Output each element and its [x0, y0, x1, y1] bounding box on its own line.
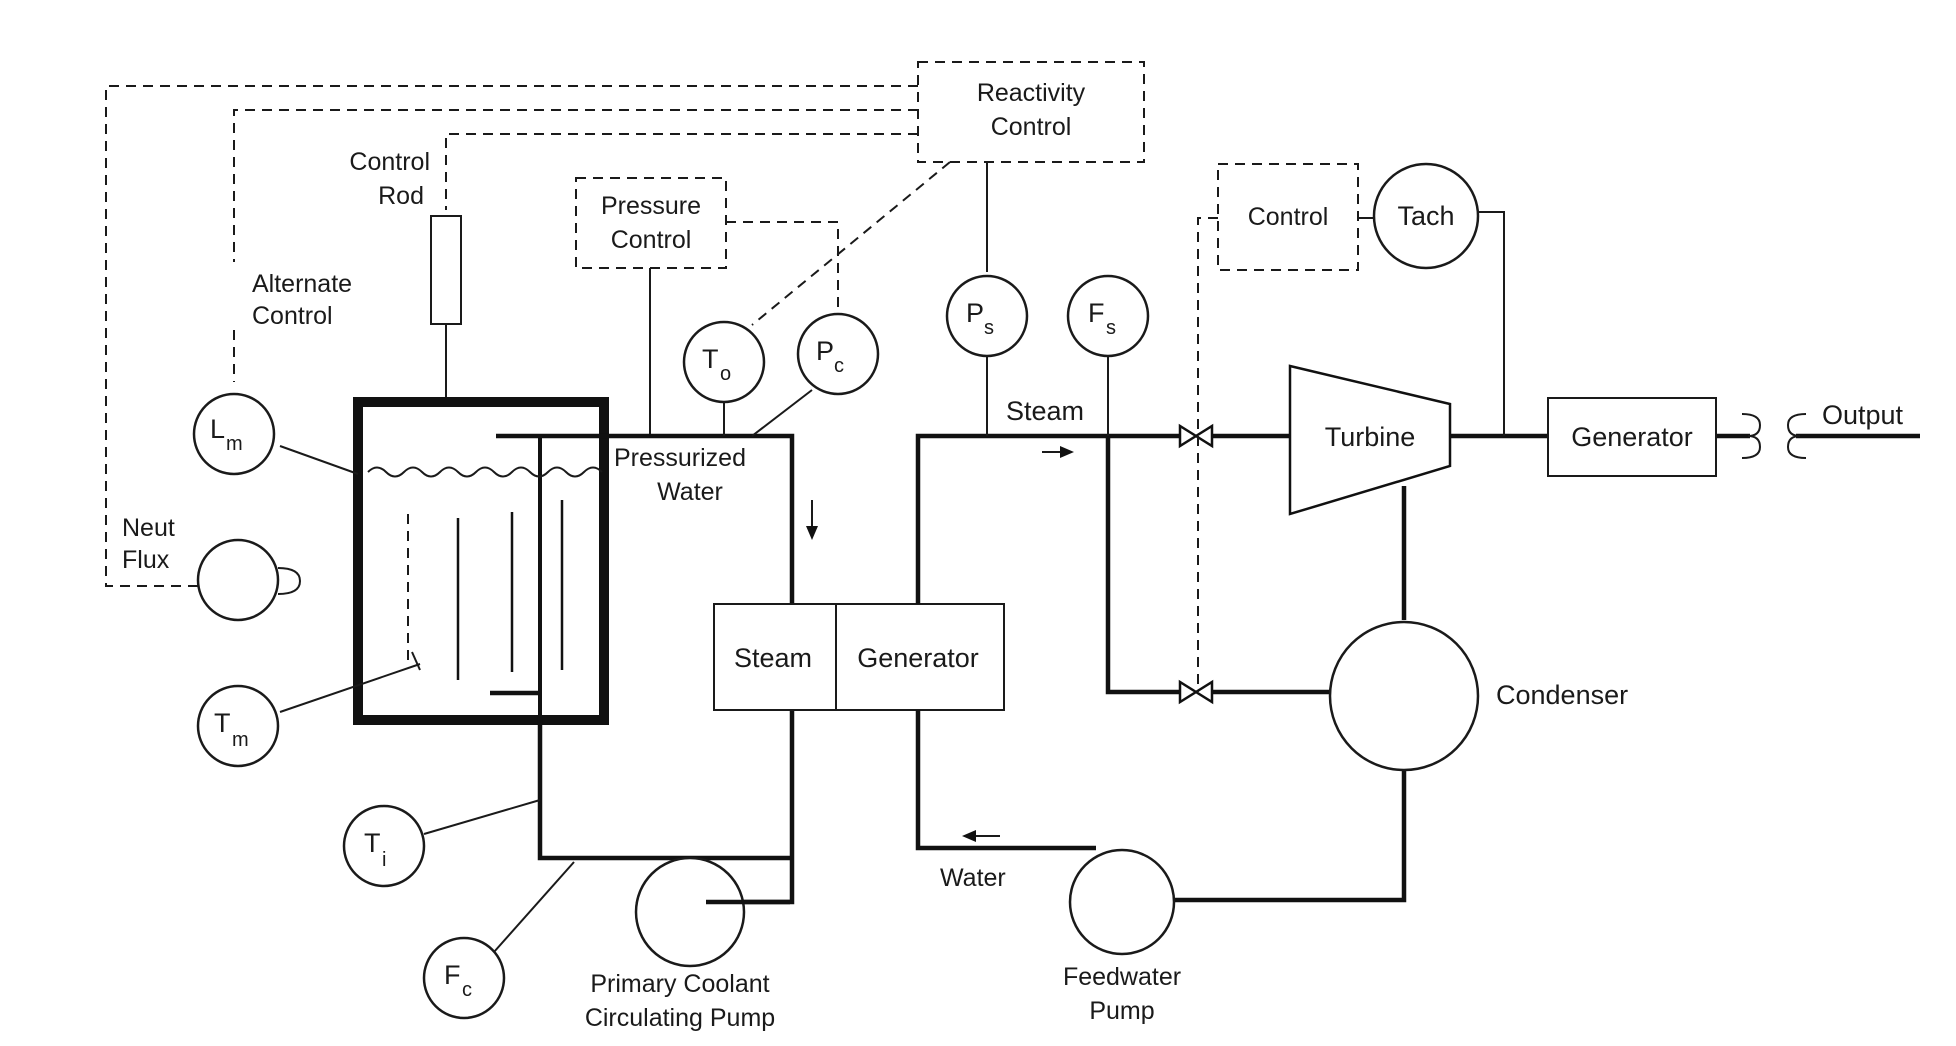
primary-pump-label-1: Primary Coolant: [590, 970, 769, 998]
water-surface: [367, 466, 603, 478]
feedwater-pump-label-2: Pump: [1089, 997, 1154, 1025]
steam-generator-label-2: Generator: [857, 643, 979, 673]
ti-sub: i: [382, 849, 386, 871]
primary-coolant-pump: [634, 856, 790, 968]
reactivity-to-to-line: [751, 161, 951, 326]
pressure-control-to-pc-line: [726, 221, 839, 312]
tm-sub: m: [232, 729, 249, 751]
temp-sensor-tm: T m: [196, 684, 280, 768]
bypass-line: [1105, 436, 1182, 695]
output-coupling: [1741, 413, 1807, 459]
lm-main: L: [210, 414, 225, 444]
steam-valve[interactable]: [1178, 423, 1214, 449]
feedwater-line: [915, 710, 1096, 851]
steam-line: [915, 433, 1182, 604]
primary-hot-leg: [604, 433, 795, 604]
alternate-control-line: [233, 109, 918, 262]
steam-generator-label-1: Steam: [734, 643, 812, 673]
pressure-sensor-pc: P c: [796, 312, 880, 396]
pc-main: P: [816, 336, 834, 366]
alternate-control-label-1: Alternate: [252, 270, 352, 298]
to-sub: o: [720, 363, 731, 385]
pressure-control-label-1: Pressure: [601, 192, 701, 220]
generator-label: Generator: [1571, 422, 1693, 452]
primary-pump-label-2: Circulating Pump: [585, 1004, 775, 1032]
condenser-to-feedwater: [1150, 770, 1407, 903]
control-rod-control-line: [445, 133, 918, 210]
lm-sub: m: [226, 433, 243, 455]
output-label: Output: [1822, 400, 1904, 430]
pressure-control-label-2: Control: [611, 226, 692, 254]
reactivity-control-label-1: Reactivity: [977, 79, 1086, 107]
alternate-control-label-2: Control: [252, 302, 333, 330]
flow-arrow-steam: [1042, 446, 1074, 458]
fc-main: F: [444, 960, 461, 990]
feedwater-pump: [1068, 848, 1176, 956]
neut-flux-label-1: Neut: [122, 514, 175, 542]
steam-generator: Steam Generator: [713, 603, 1005, 711]
ps-main: P: [966, 298, 984, 328]
neut-flux-label-2: Flux: [122, 546, 170, 574]
flow-arrow-water: [962, 830, 1000, 842]
flow-sensor-fs: F s: [1066, 274, 1150, 358]
fs-sub: s: [1106, 317, 1116, 339]
bypass-valve[interactable]: [1178, 679, 1214, 705]
tm-main: T: [214, 708, 231, 738]
turbine-control: Control: [1217, 163, 1359, 271]
control-rod-label-2: Rod: [378, 182, 424, 210]
generator: Generator: [1547, 397, 1717, 477]
primary-cold-leg: [537, 715, 790, 861]
neutron-flux-detector: [196, 538, 302, 622]
control-rod-label-1: Control: [349, 148, 430, 176]
feedwater-pump-label-1: Feedwater: [1063, 963, 1181, 991]
turbine-label: Turbine: [1325, 422, 1416, 452]
tach: Tach: [1372, 162, 1480, 270]
flow-arrow-down: [806, 500, 818, 540]
ps-sub: s: [984, 317, 994, 339]
pressurized-water-label-2: Water: [657, 478, 723, 506]
fc-sub: c: [462, 979, 472, 1001]
neut-flux-control-line: [105, 85, 918, 587]
tach-to-shaft-line: [1478, 211, 1505, 436]
control-rod: Control Rod: [349, 148, 462, 400]
temp-sensor-ti: T i: [342, 804, 426, 888]
water-label: Water: [940, 864, 1006, 892]
level-sensor-lm: L m: [192, 392, 276, 476]
steam-label: Steam: [1006, 396, 1084, 426]
turbine: Turbine: [1288, 364, 1452, 516]
ti-main: T: [364, 828, 381, 858]
turbine-control-valve-line: [1197, 217, 1218, 692]
pressurized-water-label-1: Pressurized: [614, 444, 746, 472]
reactivity-control-label-2: Control: [991, 113, 1072, 141]
pressure-control: Pressure Control: [575, 177, 727, 269]
flow-sensor-fc: F c: [422, 936, 506, 1020]
turbine-control-label: Control: [1248, 203, 1329, 231]
reactivity-control: Reactivity Control: [917, 61, 1145, 163]
temp-sensor-to: T o: [682, 320, 766, 404]
to-main: T: [702, 344, 719, 374]
condenser-label: Condenser: [1496, 680, 1628, 710]
condenser: [1328, 620, 1480, 772]
fs-main: F: [1088, 298, 1105, 328]
tach-label: Tach: [1397, 201, 1454, 231]
reactor-vessel: [353, 397, 609, 725]
pc-sub: c: [834, 355, 844, 377]
pressure-sensor-ps: P s: [945, 274, 1029, 358]
